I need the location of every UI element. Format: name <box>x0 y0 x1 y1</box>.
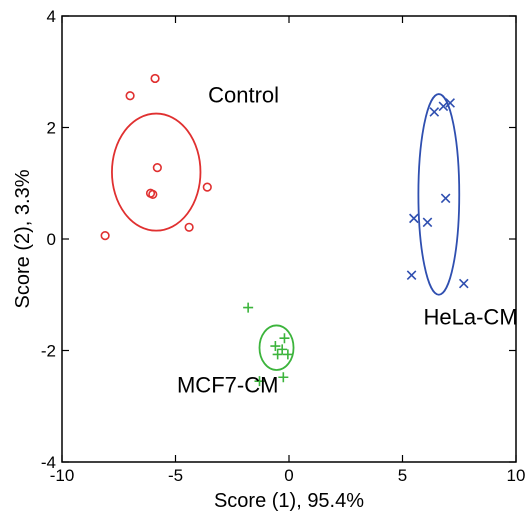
hela-cm-point <box>409 213 419 224</box>
confidence-ellipses <box>111 93 461 371</box>
y-tick-label: -2 <box>41 342 56 361</box>
mcf7-cm-point <box>278 372 289 383</box>
control-point <box>184 222 194 232</box>
hela-cm-point <box>440 193 451 204</box>
axis-ticks: -10 -5 0 5 10 -4 -2 0 2 4 <box>41 7 526 485</box>
control-point <box>125 91 135 101</box>
control-point <box>150 73 160 84</box>
control-point <box>100 231 110 241</box>
hela-cm-point <box>422 217 433 228</box>
mcf7-cm-point <box>277 344 288 355</box>
mcf7-cm-point <box>282 349 293 360</box>
group-label: HeLa-CM <box>424 304 518 329</box>
y-axis-label: Score (2), 3.3% <box>12 169 34 308</box>
x-tick-label: -10 <box>50 466 75 485</box>
hela-cm-ellipse <box>417 93 461 296</box>
hela-cm-point <box>445 98 455 108</box>
hela-cm-point <box>429 107 440 117</box>
control-ellipse <box>111 112 202 232</box>
x-tick-label: -5 <box>168 466 183 485</box>
group-label: MCF7-CM <box>177 372 278 397</box>
mcf7-cm-point <box>279 333 290 344</box>
control-point <box>202 182 212 192</box>
x-tick-label: 5 <box>398 466 407 485</box>
y-tick-label: -4 <box>41 453 56 472</box>
group-label: Control <box>208 82 279 107</box>
mcf7-cm-point <box>254 376 265 387</box>
x-axis-label: Score (1), 95.4% <box>214 490 364 512</box>
y-tick-label: 2 <box>47 119 56 138</box>
control-point <box>152 163 162 173</box>
mcf7-cm-point <box>270 341 281 352</box>
y-tick-label: 4 <box>47 7 56 26</box>
hela-cm-point <box>406 270 417 281</box>
hela-cm-point <box>458 278 469 289</box>
data-points <box>100 73 469 387</box>
x-tick-label: 0 <box>284 466 293 485</box>
x-tick-label: 10 <box>507 466 526 485</box>
mcf7-cm-point <box>272 349 283 360</box>
mcf7-cm-point <box>243 302 254 313</box>
group-annotations: Control HeLa-CM MCF7-CM <box>177 82 518 397</box>
hela-cm-point <box>438 101 449 112</box>
control-point <box>148 189 158 199</box>
mcf7-cm-ellipse <box>258 324 295 371</box>
plot-frame <box>61 15 517 463</box>
y-tick-label: 0 <box>47 230 56 249</box>
